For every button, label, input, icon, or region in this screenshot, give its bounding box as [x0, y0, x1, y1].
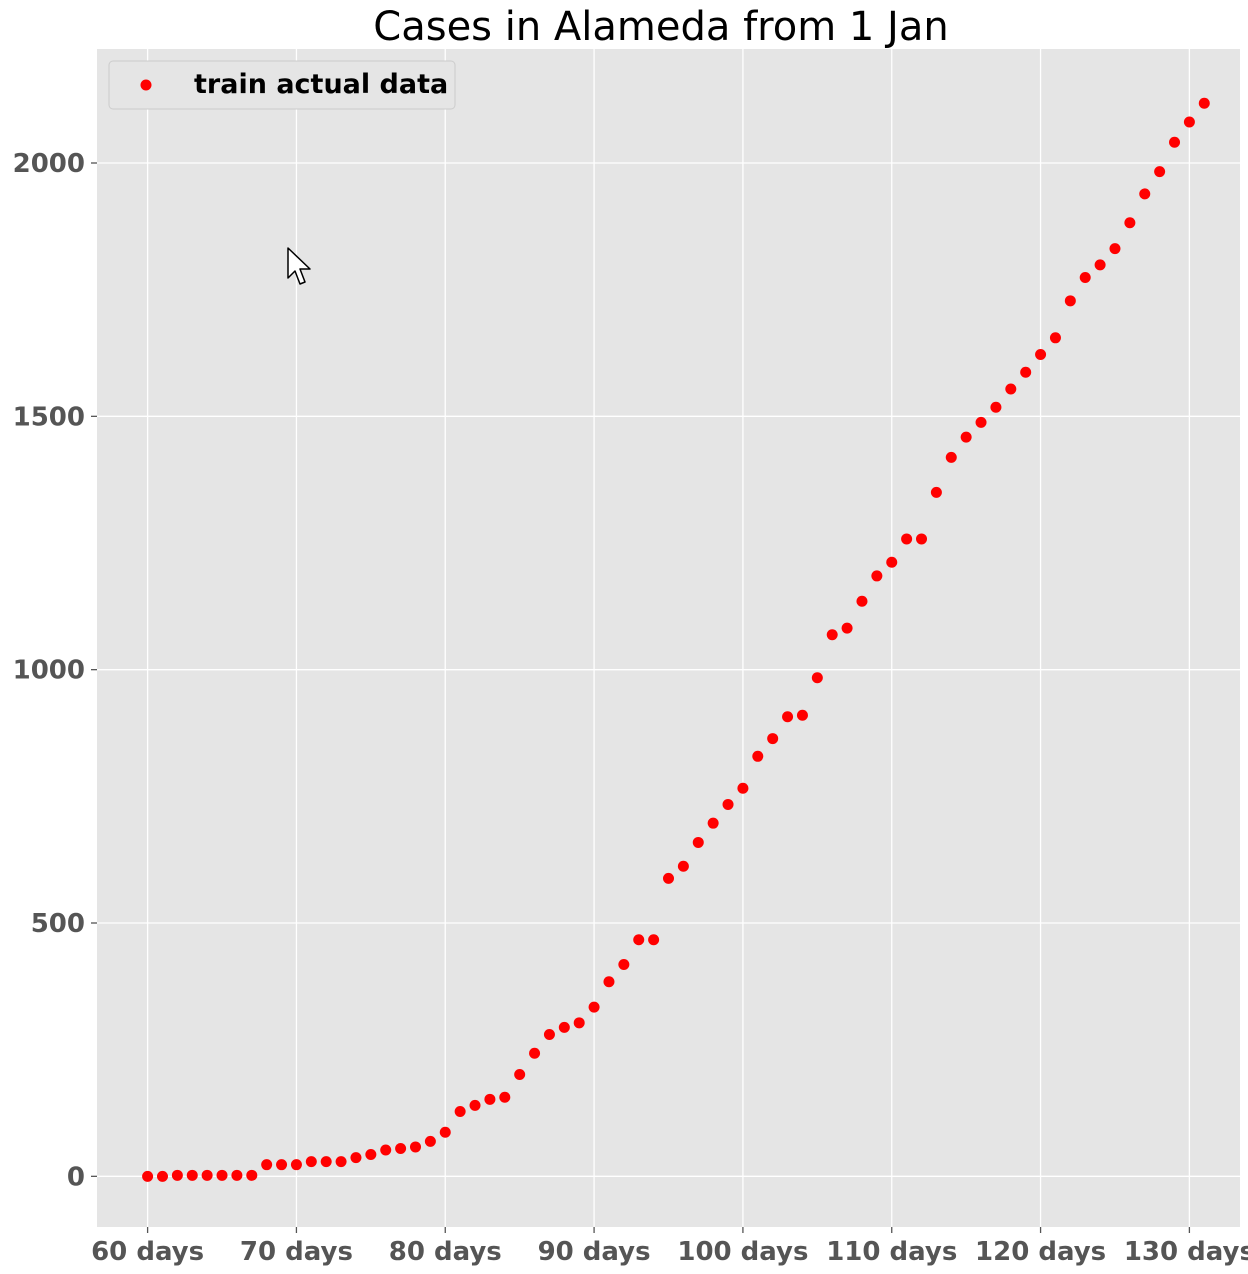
- legend-label: train actual data: [194, 69, 448, 100]
- data-point: [1049, 332, 1061, 344]
- data-point: [1124, 217, 1136, 229]
- data-point: [156, 1170, 168, 1182]
- x-tick-label: 120 days: [975, 1237, 1106, 1267]
- y-tick-label: 1500: [13, 402, 85, 432]
- data-point: [886, 556, 898, 568]
- data-point: [1169, 136, 1181, 148]
- data-point: [648, 934, 660, 946]
- data-point: [856, 595, 868, 607]
- data-point: [692, 836, 704, 848]
- data-point: [350, 1152, 362, 1164]
- data-point: [276, 1159, 288, 1171]
- data-point: [796, 709, 808, 721]
- y-tick-label: 1000: [13, 656, 85, 686]
- data-point: [1035, 349, 1047, 361]
- data-point: [1198, 97, 1210, 109]
- data-point: [901, 533, 913, 545]
- data-point: [841, 622, 853, 634]
- data-point: [261, 1159, 273, 1171]
- chart-title: Cases in Alameda from 1 Jan: [373, 4, 948, 50]
- data-point: [142, 1170, 154, 1182]
- data-point: [990, 401, 1002, 413]
- data-point: [1005, 383, 1017, 395]
- data-point: [1154, 166, 1166, 178]
- data-point: [305, 1156, 317, 1168]
- data-point: [469, 1099, 481, 1111]
- data-points: [142, 97, 1210, 1182]
- data-point: [201, 1169, 213, 1181]
- data-point: [930, 486, 942, 498]
- data-point: [1020, 366, 1032, 378]
- grid-lines: [97, 49, 1240, 1227]
- data-point: [916, 533, 928, 545]
- data-point: [722, 798, 734, 810]
- data-point: [290, 1159, 302, 1171]
- data-point: [767, 733, 779, 745]
- data-point: [811, 672, 823, 684]
- x-tick-label: 70 days: [240, 1237, 353, 1267]
- x-tick-label: 110 days: [826, 1237, 957, 1267]
- data-point: [945, 451, 957, 463]
- y-tick-label: 0: [67, 1162, 85, 1192]
- data-point: [826, 629, 838, 641]
- y-axis-ticks: 0 500 1000 1500 2000: [13, 149, 97, 1192]
- y-tick-label: 500: [31, 909, 85, 939]
- data-point: [320, 1156, 332, 1168]
- data-point: [484, 1093, 496, 1105]
- data-point: [365, 1149, 377, 1161]
- data-point: [752, 750, 764, 762]
- data-point: [1064, 295, 1076, 307]
- data-point: [573, 1017, 585, 1029]
- data-point: [171, 1169, 183, 1181]
- data-point: [603, 976, 615, 988]
- x-tick-label: 100 days: [677, 1237, 808, 1267]
- data-point: [499, 1091, 511, 1103]
- data-point: [514, 1068, 526, 1080]
- y-tick-label: 2000: [13, 149, 85, 179]
- data-point: [186, 1169, 198, 1181]
- data-point: [1094, 259, 1106, 271]
- data-point: [737, 782, 749, 794]
- mouse-pointer-icon: [287, 247, 311, 285]
- data-point: [1109, 243, 1121, 255]
- x-tick-label: 90 days: [538, 1237, 651, 1267]
- data-point: [975, 416, 987, 428]
- data-point: [1139, 188, 1151, 200]
- data-point: [246, 1169, 258, 1181]
- data-point: [677, 860, 689, 872]
- data-point: [633, 934, 645, 946]
- data-point: [543, 1028, 555, 1040]
- data-point: [231, 1169, 243, 1181]
- data-point: [588, 1001, 600, 1013]
- data-point: [558, 1021, 570, 1033]
- legend-box: [108, 60, 456, 110]
- data-point: [960, 431, 972, 443]
- data-point: [424, 1135, 436, 1147]
- data-point: [395, 1142, 407, 1154]
- data-point: [618, 959, 630, 971]
- data-point: [529, 1047, 541, 1059]
- x-tick-label: 80 days: [389, 1237, 502, 1267]
- data-point: [707, 817, 719, 829]
- data-point: [871, 570, 883, 582]
- data-point: [1183, 116, 1195, 128]
- plot-area: [97, 49, 1240, 1227]
- data-point: [335, 1156, 347, 1168]
- legend: train actual data: [108, 60, 456, 110]
- data-point: [663, 872, 674, 884]
- x-tick-label: 60 days: [91, 1237, 204, 1267]
- data-point: [1079, 272, 1091, 284]
- data-point: [216, 1169, 228, 1181]
- data-point: [409, 1141, 421, 1153]
- data-point: [782, 711, 794, 723]
- x-tick-label: 130 days: [1124, 1237, 1248, 1267]
- data-point: [380, 1144, 392, 1156]
- data-point: [439, 1126, 451, 1138]
- data-point: [454, 1105, 466, 1117]
- legend-marker: [140, 79, 152, 91]
- x-axis-ticks: 60 days 70 days 80 days 90 days 100 days 110 …: [91, 1227, 1248, 1267]
